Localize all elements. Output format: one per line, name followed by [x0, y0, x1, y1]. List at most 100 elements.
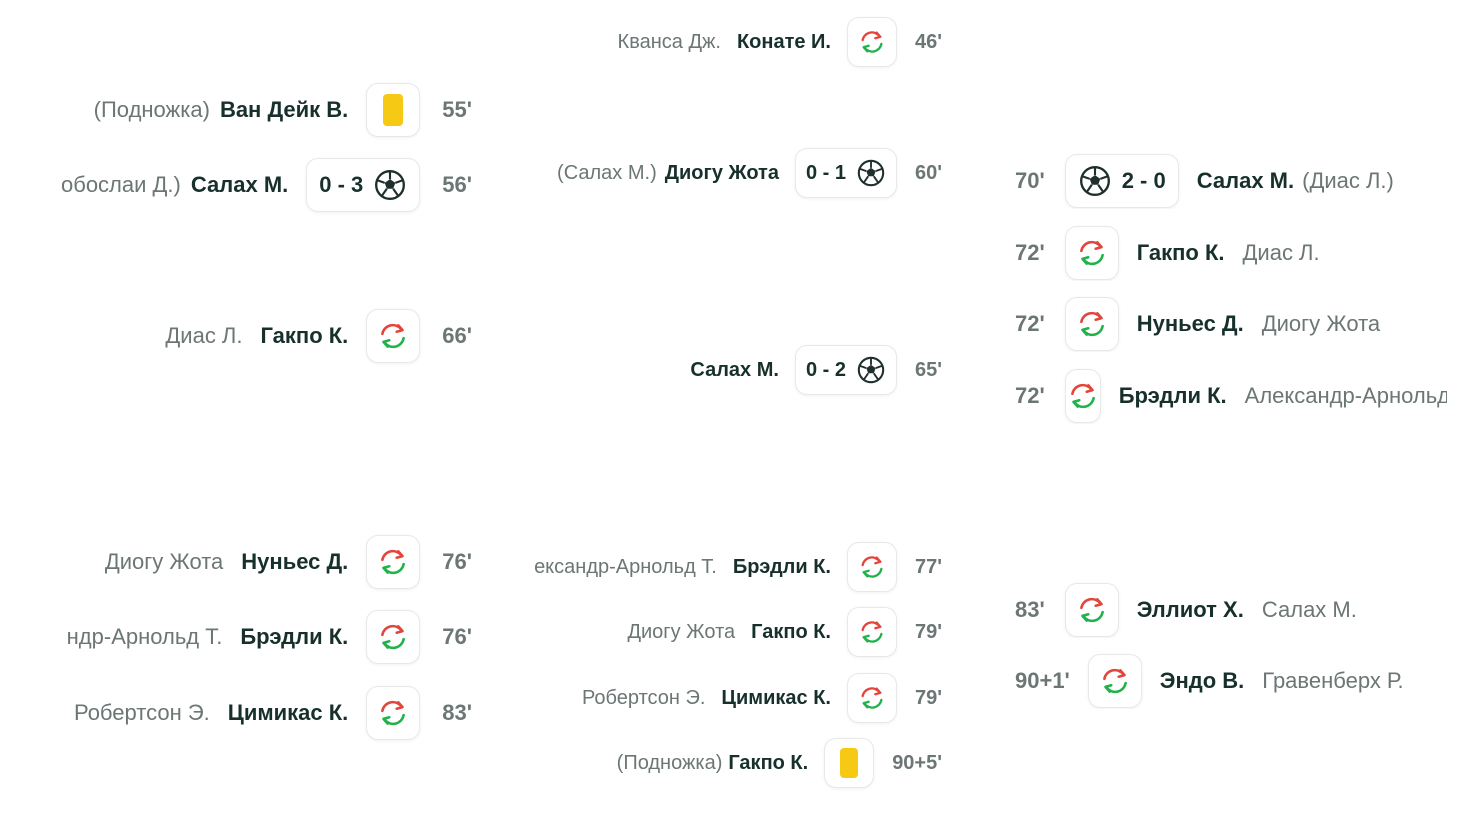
substitution-icon [366, 686, 421, 740]
event-row: ександр-Арнольд Т. Брэдли К. 77' [490, 541, 942, 593]
event-minute: 90+5' [892, 751, 942, 774]
event-minute: 55' [442, 97, 472, 122]
event-row: Салах М. 0 - 2 65' [490, 344, 942, 396]
event-minute: 72' [1015, 311, 1045, 336]
event-minute: 46' [914, 30, 942, 53]
event-row: (Подножка) Ван Дейк В. 55' [0, 82, 472, 138]
event-minute: 77' [914, 555, 942, 578]
substitution-icon [846, 542, 897, 592]
event-row: Робертсон Э. Цимикас К. 79' [490, 672, 942, 724]
event-row: (Салах М.) Диогу Жота 0 - 1 60' [490, 147, 942, 199]
player-name[interactable]: Цимикас К. [227, 700, 349, 725]
event-detail: (Подножка) [93, 97, 210, 122]
event-detail: ндр-Арнольд Т. [66, 624, 223, 649]
event-detail: (Подножка) [616, 751, 723, 774]
player-name[interactable]: Брэдли К. [1118, 383, 1227, 408]
event-row: 72' Нуньес Д. Диогу Жота [1015, 296, 1447, 352]
goal-score-badge: 0 - 2 [794, 345, 897, 395]
event-minute: 60' [914, 161, 942, 184]
player-name[interactable]: Нуньес Д. [241, 549, 349, 574]
event-row: Кванса Дж. Конате И. 46' [490, 16, 942, 68]
event-detail: Диогу Жота [627, 620, 736, 643]
event-minute: 70' [1015, 168, 1045, 193]
substitution-icon [1064, 297, 1119, 351]
ball-icon [856, 158, 886, 188]
event-row: 72' Брэдли К. Александр-Арнольд Т. [1015, 368, 1447, 424]
substitution-icon [366, 535, 421, 589]
yellow-card-icon [824, 738, 875, 788]
event-detail: Диас Л. [1242, 240, 1320, 265]
substitution-icon [1087, 654, 1142, 708]
player-name[interactable]: Гакпо К. [1136, 240, 1225, 265]
event-detail: Диогу Жота [104, 549, 224, 574]
substitution-icon [1064, 369, 1101, 423]
event-minute: 72' [1015, 383, 1045, 408]
event-row: 83' Эллиот Х. Салах М. [1015, 582, 1447, 638]
event-detail: (Салах М.) [557, 161, 657, 184]
event-row: (Подножка) Гакпо К. 90+5' [490, 737, 942, 789]
event-minute: 66' [442, 323, 472, 348]
event-detail: Диас Л. [165, 323, 243, 348]
player-name[interactable]: Гакпо К. [751, 620, 831, 643]
event-detail: Гравенберх Р. [1262, 668, 1404, 693]
player-name[interactable]: Нуньес Д. [1136, 311, 1244, 336]
player-name[interactable]: Салах М. [690, 358, 779, 381]
substitution-icon [846, 607, 897, 657]
event-row: обослаи Д.) Салах М. 0 - 3 56' [0, 157, 472, 213]
event-minute: 83' [1015, 597, 1045, 622]
player-name[interactable]: Гакпо К. [728, 751, 809, 774]
event-minute: 76' [442, 624, 472, 649]
event-detail: Робертсон Э. [581, 686, 706, 709]
player-name[interactable]: Конате И. [736, 30, 831, 53]
ball-icon [856, 355, 886, 385]
event-minute: 65' [914, 358, 942, 381]
goal-score-badge: 2 - 0 [1064, 154, 1179, 208]
event-minute: 79' [914, 620, 942, 643]
substitution-icon [366, 309, 421, 363]
event-detail: Салах М. [1261, 597, 1357, 622]
substitution-icon [1064, 226, 1119, 280]
goal-score-badge: 0 - 1 [794, 148, 897, 198]
substitution-icon [846, 17, 897, 67]
event-detail: ександр-Арнольд Т. [534, 555, 717, 578]
event-row: Диогу Жота Гакпо К. 79' [490, 606, 942, 658]
event-minute: 90+1' [1015, 668, 1070, 693]
event-minute: 83' [442, 700, 472, 725]
player-name[interactable]: Эллиот Х. [1136, 597, 1244, 622]
goal-score: 2 - 0 [1121, 168, 1166, 193]
event-minute: 79' [914, 686, 942, 709]
event-detail: Диогу Жота [1261, 311, 1381, 336]
player-name[interactable]: Брэдли К. [240, 624, 349, 649]
substitution-icon [1064, 583, 1119, 637]
event-minute: 72' [1015, 240, 1045, 265]
goal-score: 0 - 3 [319, 172, 364, 197]
event-detail: обослаи Д.) [60, 172, 181, 197]
player-name[interactable]: Брэдли К. [732, 555, 831, 578]
yellow-card-icon [366, 83, 421, 137]
substitution-icon [366, 610, 421, 664]
event-detail: Александр-Арнольд Т. [1244, 383, 1447, 408]
player-name[interactable]: Диогу Жота [664, 161, 779, 184]
event-row: Робертсон Э. Цимикас К. 83' [0, 685, 472, 741]
player-name[interactable]: Эндо В. [1159, 668, 1245, 693]
substitution-icon [846, 673, 897, 723]
event-row: ндр-Арнольд Т. Брэдли К. 76' [0, 609, 472, 665]
player-name[interactable]: Ван Дейк В. [219, 97, 349, 122]
event-detail: Робертсон Э. [73, 700, 210, 725]
event-minute: 76' [442, 549, 472, 574]
player-name[interactable]: Гакпо К. [260, 323, 349, 348]
event-detail: (Диас Л.) [1302, 168, 1394, 193]
goal-score: 0 - 1 [805, 161, 846, 184]
event-row: 70' 2 - 0 Салах М. (Диас Л.) [1015, 153, 1455, 209]
event-row: 90+1' Эндо В. Гравенберх Р. [1015, 653, 1447, 709]
goal-score: 0 - 2 [805, 358, 846, 381]
ball-icon [1078, 164, 1112, 198]
event-row: Диас Л. Гакпо К. 66' [0, 308, 472, 364]
ball-icon [373, 168, 407, 202]
goal-score-badge: 0 - 3 [306, 158, 421, 212]
player-name[interactable]: Салах М. [1196, 168, 1295, 193]
player-name[interactable]: Салах М. [190, 172, 289, 197]
player-name[interactable]: Цимикас К. [721, 686, 831, 709]
event-detail: Кванса Дж. [617, 30, 721, 53]
event-minute: 56' [442, 172, 472, 197]
